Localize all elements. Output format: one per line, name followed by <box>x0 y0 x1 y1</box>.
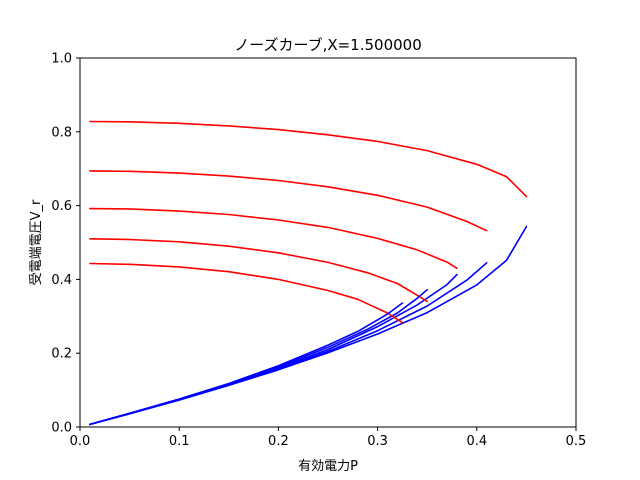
plot-lines <box>89 120 528 426</box>
x-tick-label: 0.4 <box>466 434 487 449</box>
upper-branch-line-5 <box>89 262 404 324</box>
y-tick-label: 1.0 <box>51 52 72 67</box>
x-axis: 0.0 0.1 0.2 0.3 0.4 0.5 <box>70 427 587 449</box>
x-tick-label: 0.1 <box>169 434 190 449</box>
y-axis: 0.0 0.2 0.4 0.6 0.8 1.0 <box>51 52 80 436</box>
x-tick-label: 0.0 <box>70 434 91 449</box>
y-tick-label: 0.4 <box>51 273 72 288</box>
x-tick-label: 0.3 <box>367 434 388 449</box>
y-tick-label: 0.8 <box>51 125 72 140</box>
x-tick-label: 0.5 <box>566 434 587 449</box>
upper-branch-line-2 <box>89 170 488 232</box>
plot-frame <box>79 57 577 428</box>
y-axis-label: 受電端電圧V_r <box>29 199 44 285</box>
upper-branch-line-4 <box>89 238 429 303</box>
x-axis-label: 有効電力P <box>298 459 358 474</box>
x-tick-label: 0.2 <box>268 434 289 449</box>
y-tick-label: 0.0 <box>51 421 72 436</box>
chart-title: ノーズカーブ,X=1.500000 <box>234 36 422 54</box>
upper-branch-line-1 <box>89 120 528 198</box>
lower-branch-line-5 <box>89 302 404 426</box>
y-tick-label: 0.6 <box>51 199 72 214</box>
y-tick-label: 0.2 <box>51 347 72 362</box>
upper-branch-line-3 <box>89 207 458 270</box>
